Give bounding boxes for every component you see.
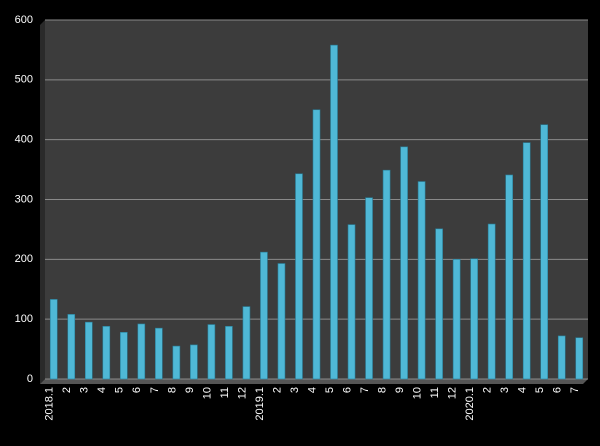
bar	[295, 173, 303, 380]
bar	[84, 321, 93, 380]
bar	[382, 169, 391, 380]
x-tick-label: 10	[412, 387, 424, 399]
x-tick-label: 2019.1	[254, 387, 266, 421]
x-tick-label: 7	[569, 387, 581, 393]
x-tick-label: 4	[96, 387, 108, 393]
x-tick-label: 4	[517, 387, 529, 393]
y-tick-label: 600	[15, 14, 33, 26]
bar	[417, 181, 426, 380]
plot-wall	[40, 20, 45, 384]
bar	[505, 174, 513, 380]
y-tick-label: 300	[15, 193, 33, 205]
x-tick-label: 3	[79, 387, 91, 393]
bar	[102, 326, 111, 380]
bar	[347, 224, 356, 380]
bar	[277, 263, 286, 380]
y-tick-label: 200	[15, 253, 33, 265]
x-tick-label: 2	[61, 387, 73, 393]
bar	[155, 327, 163, 380]
bar	[435, 228, 443, 380]
x-tick-label: 8	[166, 387, 178, 393]
x-tick-label: 11	[219, 387, 231, 398]
bar	[487, 223, 496, 380]
x-tick-label: 3	[499, 387, 511, 393]
x-tick-label: 12	[447, 387, 459, 399]
x-tick-label: 2020.1	[464, 387, 476, 421]
x-tick-label: 2018.1	[44, 387, 56, 421]
bar	[190, 344, 198, 380]
x-tick-label: 10	[201, 387, 213, 399]
x-tick-label: 5	[534, 387, 546, 393]
bar	[67, 314, 76, 380]
y-tick-label: 0	[27, 373, 33, 385]
x-tick-label: 2	[482, 387, 494, 393]
x-tick-label: 5	[324, 387, 336, 393]
x-tick-label: 6	[552, 387, 564, 393]
x-tick-label: 8	[376, 387, 388, 393]
x-tick-label: 9	[184, 387, 196, 393]
x-tick-label: 6	[341, 387, 353, 393]
x-tick-label: 6	[131, 387, 143, 393]
y-tick-label: 400	[15, 134, 33, 146]
bar	[137, 323, 146, 380]
bar	[312, 109, 321, 380]
plot-floor	[40, 379, 588, 384]
y-tick-label: 100	[15, 313, 33, 325]
x-tick-label: 11	[429, 387, 441, 398]
x-tick-label: 7	[359, 387, 371, 393]
x-tick-label: 7	[149, 387, 161, 393]
bar	[365, 197, 373, 380]
bar	[260, 251, 268, 380]
bar	[452, 259, 461, 380]
x-tick-label: 2	[271, 387, 283, 393]
x-tick-label: 3	[289, 387, 301, 393]
x-tick-label: 9	[394, 387, 406, 393]
bar	[400, 146, 408, 380]
bar	[207, 324, 216, 380]
bar	[172, 345, 181, 380]
y-tick-label: 500	[15, 74, 33, 86]
bar	[522, 142, 531, 380]
bar	[120, 332, 128, 380]
bar	[225, 326, 233, 380]
x-tick-label: 5	[114, 387, 126, 393]
x-tick-label: 4	[306, 387, 318, 393]
bar	[242, 306, 251, 380]
bar	[575, 337, 584, 380]
bar	[49, 299, 58, 380]
bar	[330, 44, 338, 380]
bar	[540, 124, 549, 380]
bar	[470, 258, 478, 380]
x-tick-label: 12	[236, 387, 248, 399]
bar	[557, 335, 566, 380]
